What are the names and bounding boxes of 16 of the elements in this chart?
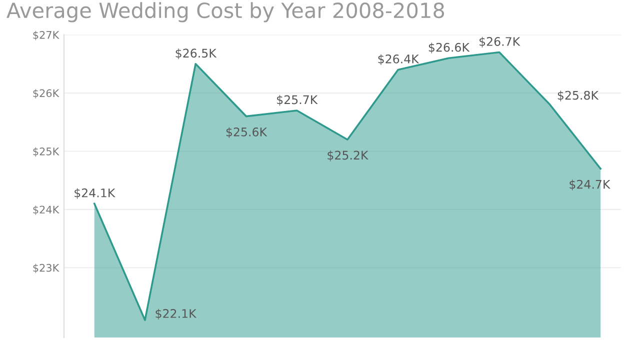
data-label: $25.7K <box>277 95 318 106</box>
data-label: $26.4K <box>378 54 420 66</box>
data-label: $26.6K <box>428 42 470 54</box>
y-tick-label: $25K <box>33 147 60 157</box>
data-label: $26.5K <box>176 48 217 60</box>
data-label: $26.7K <box>480 36 520 48</box>
data-label: $25.2K <box>328 150 368 162</box>
y-tick-label: $27K <box>33 30 60 40</box>
y-tick-label: $23K <box>33 264 60 274</box>
data-label: $25.8K <box>558 90 599 102</box>
data-label: $24.1K <box>74 188 116 199</box>
chart-title: Average Wedding Cost by Year 2008-2018 <box>6 2 444 22</box>
data-label: $25.6K <box>226 127 268 138</box>
data-label: $22.1K <box>156 308 197 320</box>
y-tick-label: $24K <box>33 206 60 215</box>
y-tick-label: $26K <box>33 89 60 99</box>
